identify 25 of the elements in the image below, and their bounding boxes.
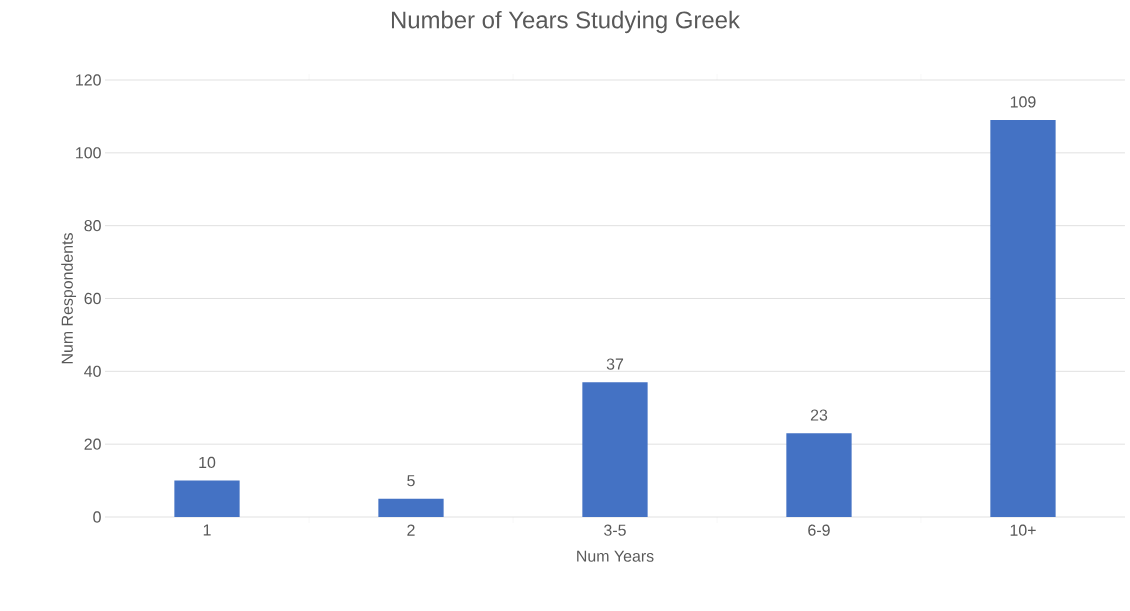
x-tick-label: 3-5 [604,524,626,536]
data-label: 23 [810,409,828,421]
x-tick-label: 10+ [1010,524,1036,536]
data-label: 37 [606,358,624,370]
y-tick-label: 100 [76,147,101,159]
data-label: 109 [1010,96,1036,108]
bar [582,382,648,517]
bar [990,120,1056,517]
y-tick-label: 80 [84,220,101,232]
bar [786,433,852,517]
bar [174,480,240,517]
data-label: 10 [199,456,216,469]
y-tick-label: 0 [93,511,101,523]
x-tick-label: 1 [203,524,211,536]
bar [378,498,444,517]
y-axis-title: Num Respondents [61,233,77,364]
x-tick-label: 6-9 [808,524,830,536]
chart-title: Number of Years Studying Greek [391,10,740,34]
x-tick-label: 2 [407,524,415,536]
data-label: 5 [407,475,415,487]
y-tick-label: 40 [84,365,101,377]
x-axis-title: Num Years [577,550,654,562]
y-tick-label: 20 [84,438,101,450]
y-tick-label: 60 [84,292,101,305]
y-tick-label: 120 [76,74,101,86]
